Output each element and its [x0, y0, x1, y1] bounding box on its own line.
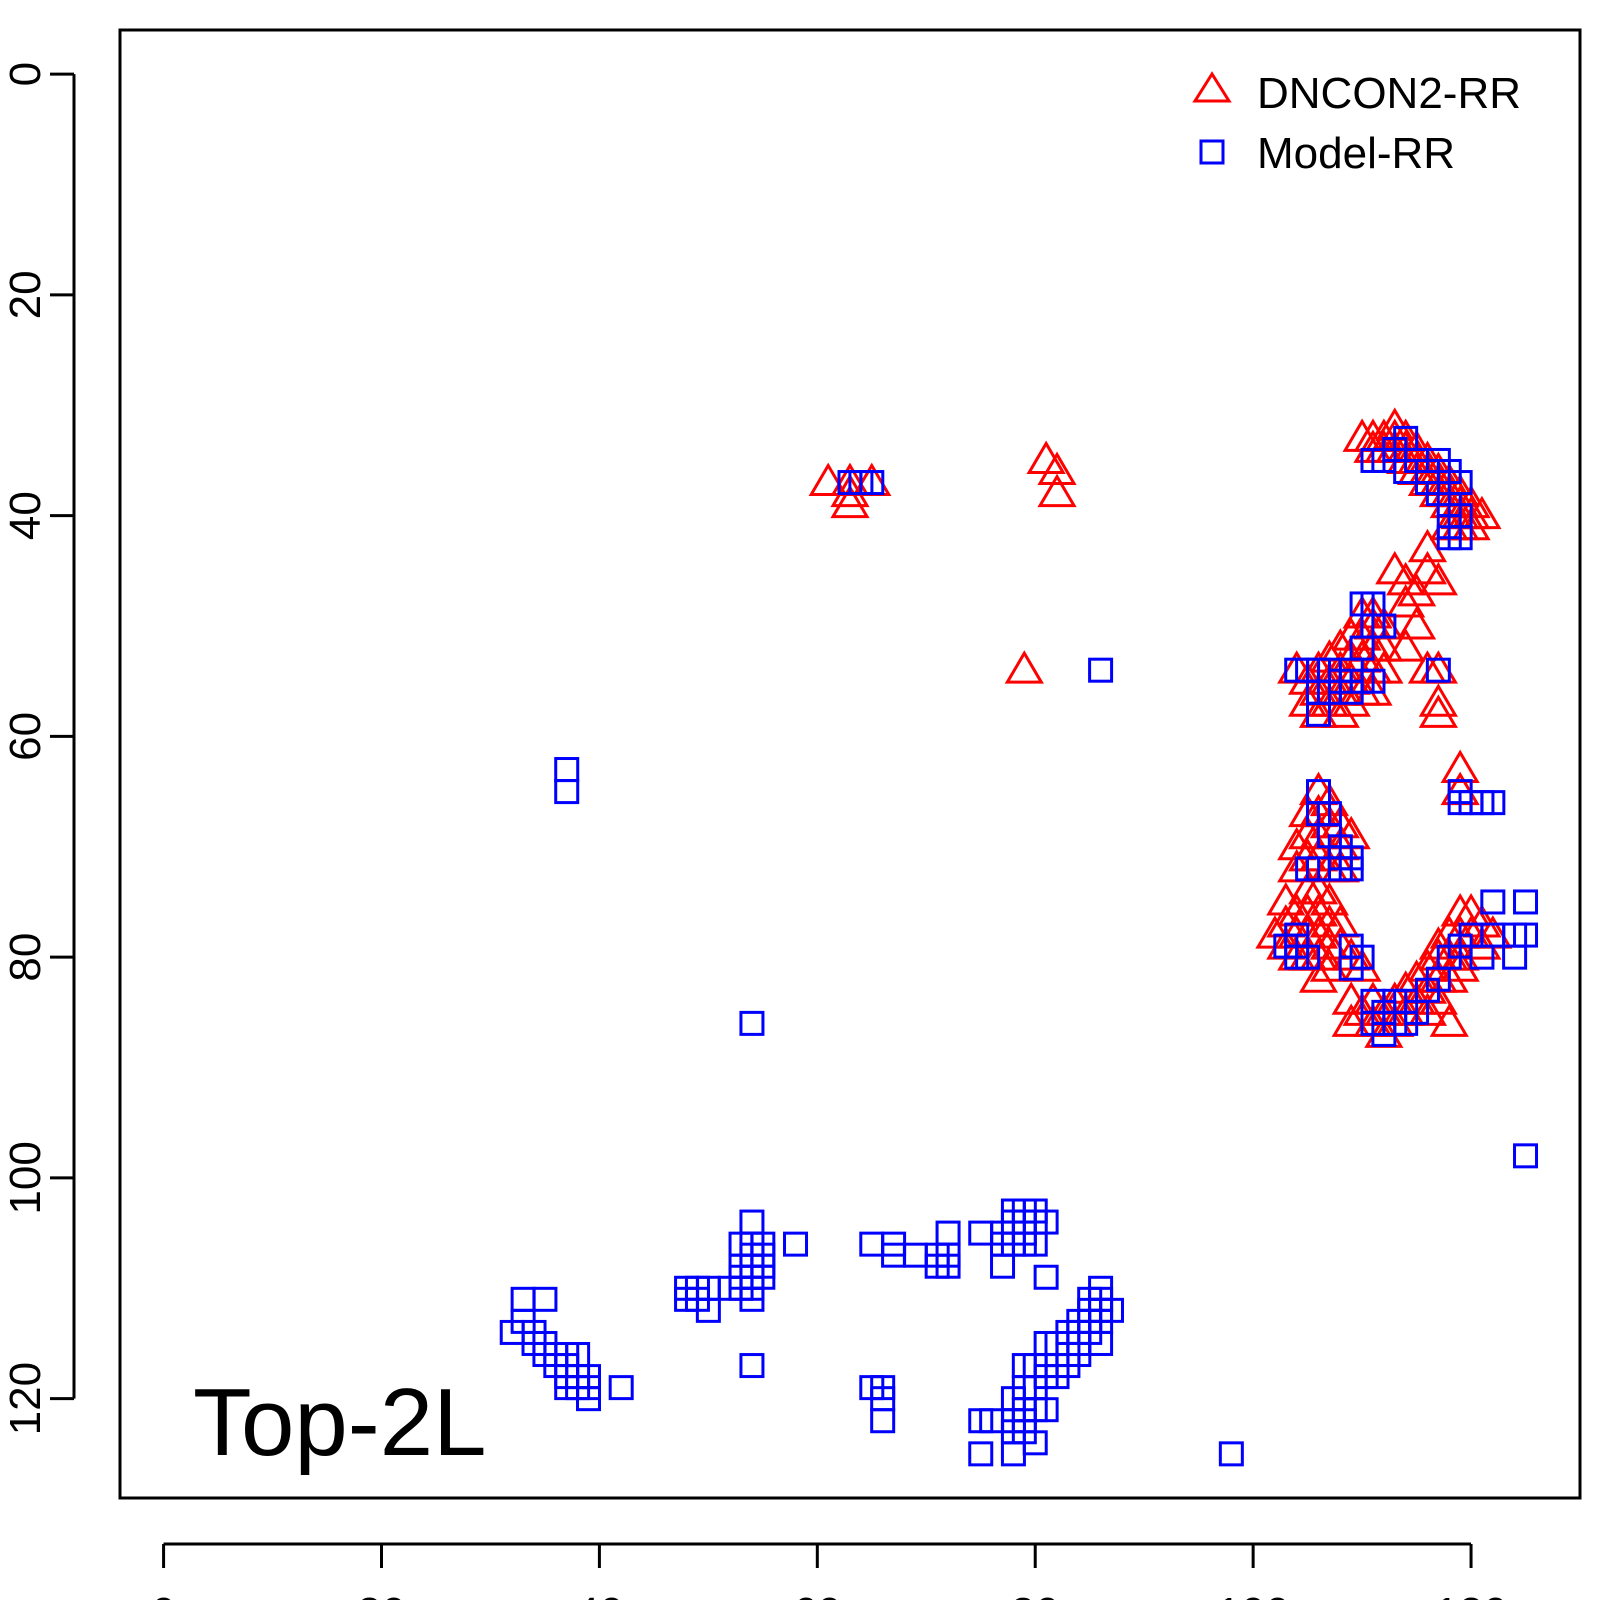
square-point	[1338, 856, 1364, 882]
triangle-point	[1037, 473, 1077, 508]
triangle-point	[1353, 672, 1393, 706]
triangle-point	[1386, 628, 1426, 662]
square-point	[1295, 944, 1321, 970]
triangle-point	[1386, 583, 1426, 618]
triangle-point	[1418, 981, 1458, 1015]
square-point	[554, 757, 580, 783]
legend-label: DNCON2-RR	[1257, 69, 1521, 118]
x-tick-label: 120	[1434, 1589, 1507, 1600]
x-tick-label: 100	[1216, 1589, 1289, 1600]
x-tick-label: 20	[357, 1589, 406, 1600]
x-tick-label: 40	[575, 1589, 624, 1600]
square-point	[1306, 856, 1332, 882]
square-point	[532, 1286, 558, 1312]
square-point	[935, 1220, 961, 1246]
square-point	[1218, 1441, 1244, 1467]
square-point	[1513, 1143, 1539, 1169]
triangle-point	[830, 484, 870, 519]
square-point	[1513, 889, 1539, 915]
triangle-point	[1396, 606, 1437, 640]
square-point	[1447, 470, 1473, 496]
triangle-point	[1440, 948, 1480, 982]
square-point	[902, 1242, 928, 1268]
square-point	[554, 779, 580, 805]
triangle-point	[1429, 1003, 1469, 1037]
x-tick-label: 80	[1011, 1589, 1060, 1600]
square-point	[1088, 1330, 1114, 1356]
square-point	[695, 1297, 721, 1323]
square-point	[1033, 1264, 1059, 1290]
square-point	[783, 1231, 809, 1257]
plot-frame	[118, 28, 1582, 1500]
y-tick-label: 20	[1, 270, 50, 319]
x-axis: 0 20 40 60 80 100 120	[151, 1542, 1508, 1600]
square-point	[739, 1353, 765, 1379]
square-point	[608, 1375, 634, 1401]
square-point	[1033, 1397, 1059, 1423]
square-point	[935, 1253, 961, 1279]
triangle-point	[1407, 528, 1448, 563]
triangle-point	[1298, 959, 1339, 993]
y-tick-label: 60	[1, 712, 50, 761]
triangle-point	[1462, 926, 1502, 960]
square-point	[1088, 657, 1114, 683]
x-tick-label: 0	[151, 1589, 175, 1600]
square-point	[859, 1231, 885, 1257]
triangle-point	[1418, 561, 1458, 596]
triangle-point	[1309, 948, 1350, 982]
triangle-point	[1004, 650, 1044, 684]
square-point	[1502, 944, 1528, 970]
triangle-point	[1266, 882, 1306, 916]
y-axis: 0 20 40 60 80 100 120	[1, 62, 76, 1435]
y-tick-label: 80	[1, 933, 50, 982]
triangle-point	[1331, 1003, 1371, 1037]
square-point	[510, 1286, 536, 1312]
data-points	[499, 407, 1539, 1467]
square-point	[739, 1010, 765, 1036]
square-point	[1098, 1297, 1124, 1323]
panel-annotation: Top-2L	[193, 1369, 487, 1476]
triangle-point	[1037, 451, 1077, 486]
triangle-point	[1364, 628, 1404, 662]
square-point	[1360, 668, 1386, 694]
square-point	[859, 470, 885, 496]
square-point	[1480, 790, 1506, 816]
square-point	[968, 1441, 994, 1467]
square-point	[870, 1408, 896, 1434]
square-point	[1022, 1430, 1048, 1456]
square-point	[1513, 922, 1539, 948]
square-point	[1349, 944, 1375, 970]
square-point	[1447, 525, 1473, 551]
y-tick-label: 40	[1, 491, 50, 540]
y-tick-label: 0	[1, 62, 50, 86]
legend-marker-square	[1199, 139, 1225, 165]
legend-marker-triangle	[1192, 71, 1232, 103]
square-point	[990, 1253, 1016, 1279]
square-point	[968, 1220, 994, 1246]
y-tick-label: 100	[1, 1141, 50, 1214]
legend: DNCON2-RR Model-RR	[1192, 69, 1521, 178]
square-point	[750, 1264, 776, 1290]
triangle-point	[1309, 882, 1350, 916]
square-point	[1000, 1441, 1026, 1467]
triangle-point	[1418, 694, 1458, 728]
square-point	[739, 1209, 765, 1235]
square-point	[1425, 657, 1451, 683]
triangle-point	[808, 462, 848, 497]
legend-label: Model-RR	[1257, 129, 1455, 178]
triangle-point	[1418, 683, 1458, 717]
square-point	[1033, 1209, 1059, 1235]
triangle-point	[1320, 694, 1360, 728]
square-point	[1480, 889, 1506, 915]
square-point	[1371, 613, 1397, 639]
x-tick-label: 60	[793, 1589, 842, 1600]
y-tick-label: 120	[1, 1362, 50, 1435]
square-point	[576, 1386, 602, 1412]
